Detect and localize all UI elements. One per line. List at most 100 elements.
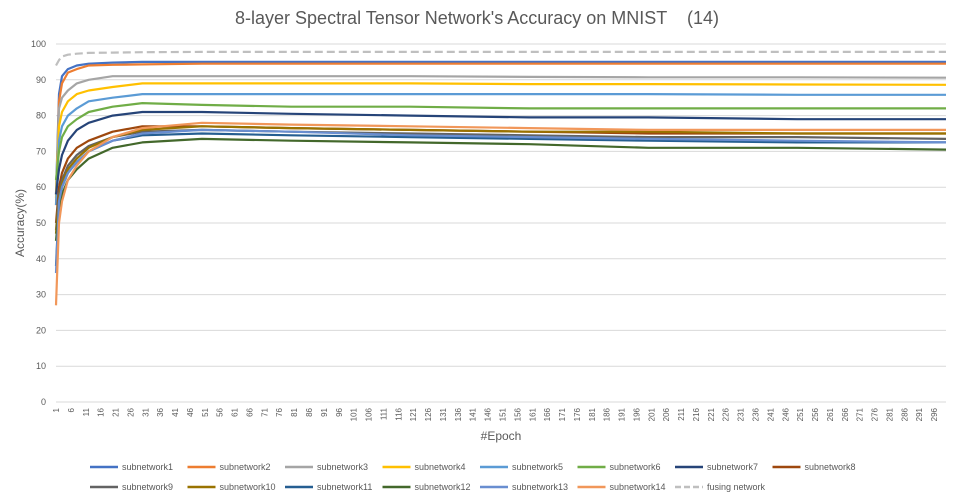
y-tick-label: 60 — [36, 182, 46, 192]
x-tick-label: 136 — [454, 407, 463, 421]
y-axis-title: Accuracy(%) — [13, 189, 27, 257]
x-tick-label: 186 — [603, 407, 612, 421]
x-tick-label: 101 — [350, 407, 359, 421]
x-axis-ticks: 1 6 11 16 21 26 31 36 41 46 51 56 61 66 71 76 81 86 91 96 10… — [52, 407, 939, 421]
legend-label: subnetwork2 — [220, 462, 271, 472]
y-axis-ticks: 0 10 20 30 40 50 60 70 80 90 100 — [31, 39, 46, 407]
x-tick-label: 216 — [692, 407, 701, 421]
x-tick-label: 141 — [469, 407, 478, 421]
x-tick-label: 26 — [126, 407, 135, 416]
series-line-14 — [54, 121, 946, 306]
x-tick-label: 201 — [647, 407, 656, 421]
x-tick-label: 236 — [751, 407, 760, 421]
y-tick-label: 40 — [36, 254, 46, 264]
x-tick-label: 176 — [573, 407, 582, 421]
x-tick-label: 46 — [186, 407, 195, 416]
y-tick-label: 20 — [36, 325, 46, 335]
legend-label: fusing network — [707, 482, 766, 492]
x-tick-label: 271 — [856, 407, 865, 421]
x-tick-label: 241 — [766, 407, 775, 421]
x-tick-label: 71 — [260, 407, 269, 416]
x-tick-label: 146 — [484, 407, 493, 421]
x-tick-label: 291 — [915, 407, 924, 421]
y-tick-label: 0 — [41, 397, 46, 407]
gridlines — [56, 43, 946, 367]
series-line-11 — [54, 132, 946, 267]
series-line-9 — [54, 128, 947, 231]
x-tick-label: 171 — [558, 407, 567, 421]
x-tick-label: 6 — [67, 407, 76, 412]
legend-label: subnetwork13 — [512, 482, 568, 492]
x-tick-label: 106 — [365, 407, 374, 421]
x-tick-label: 66 — [245, 407, 254, 416]
series-line-12 — [54, 137, 947, 242]
x-tick-label: 166 — [543, 407, 552, 421]
x-tick-label: 151 — [498, 407, 507, 421]
x-tick-label: 81 — [290, 407, 299, 416]
x-tick-label: 191 — [618, 407, 627, 421]
series-line-8 — [54, 125, 946, 224]
x-tick-label: 36 — [156, 407, 165, 416]
legend-label: subnetwork11 — [317, 482, 372, 492]
y-tick-label: 90 — [36, 75, 46, 85]
legend-label: subnetwork1 — [122, 462, 173, 472]
x-tick-label: 11 — [82, 407, 91, 416]
legend-label: subnetwork6 — [610, 462, 661, 472]
y-tick-label: 10 — [36, 361, 46, 371]
x-tick-label: 196 — [632, 407, 641, 421]
x-tick-label: 286 — [900, 407, 909, 421]
legend-label: subnetwork5 — [512, 462, 563, 472]
x-tick-label: 126 — [424, 407, 433, 421]
series-line-13 — [54, 128, 947, 274]
legend-label: subnetwork3 — [317, 462, 368, 472]
x-tick-label: 31 — [141, 407, 150, 416]
x-tick-label: 251 — [796, 407, 805, 421]
x-tick-label: 221 — [707, 407, 716, 421]
x-tick-label: 211 — [677, 407, 686, 420]
y-tick-label: 80 — [36, 111, 46, 121]
series-line-1 — [54, 60, 946, 195]
x-tick-label: 16 — [97, 407, 106, 416]
x-tick-label: 161 — [528, 407, 537, 421]
x-tick-label: 86 — [305, 407, 314, 416]
x-tick-label: 56 — [216, 407, 225, 416]
x-tick-label: 76 — [275, 407, 284, 416]
y-tick-label: 50 — [36, 218, 46, 228]
y-tick-label: 70 — [36, 146, 46, 156]
x-tick-label: 231 — [737, 407, 746, 421]
x-tick-label: 226 — [722, 407, 731, 421]
x-tick-label: 131 — [439, 407, 448, 421]
x-tick-label: 181 — [588, 407, 597, 421]
x-tick-label: 281 — [885, 407, 894, 421]
series-line-10 — [54, 125, 946, 234]
x-tick-label: 41 — [171, 407, 180, 416]
x-tick-label: 111 — [379, 407, 388, 420]
legend-label: subnetwork4 — [415, 462, 466, 472]
legend-label: subnetwork7 — [707, 462, 758, 472]
series-line-7 — [54, 110, 946, 195]
legend-label: subnetwork10 — [220, 482, 276, 492]
x-tick-label: 91 — [320, 407, 329, 416]
legend-label: subnetwork9 — [122, 482, 173, 492]
y-tick-label: 30 — [36, 290, 46, 300]
x-tick-label: 276 — [871, 407, 880, 421]
series-line-4 — [54, 82, 947, 198]
x-tick-label: 296 — [930, 407, 939, 421]
x-tick-label: 266 — [841, 407, 850, 421]
x-tick-label: 1 — [52, 407, 61, 412]
x-tick-label: 261 — [826, 407, 835, 421]
series-line-15 — [55, 50, 946, 67]
x-tick-label: 121 — [409, 407, 418, 421]
x-tick-label: 21 — [112, 407, 121, 416]
series-line-6 — [54, 101, 946, 181]
series-lines — [54, 50, 947, 306]
legend-label: subnetwork14 — [610, 482, 666, 492]
chart-title: 8-layer Spectral Tensor Network's Accura… — [235, 8, 719, 28]
x-tick-label: 156 — [513, 407, 522, 421]
x-tick-label: 61 — [231, 407, 240, 416]
legend: subnetwork1 subnetwork2 subnetwork3 subnetw… — [90, 462, 856, 492]
x-tick-label: 246 — [781, 407, 790, 421]
x-tick-label: 256 — [811, 407, 820, 421]
x-tick-label: 116 — [394, 407, 403, 420]
